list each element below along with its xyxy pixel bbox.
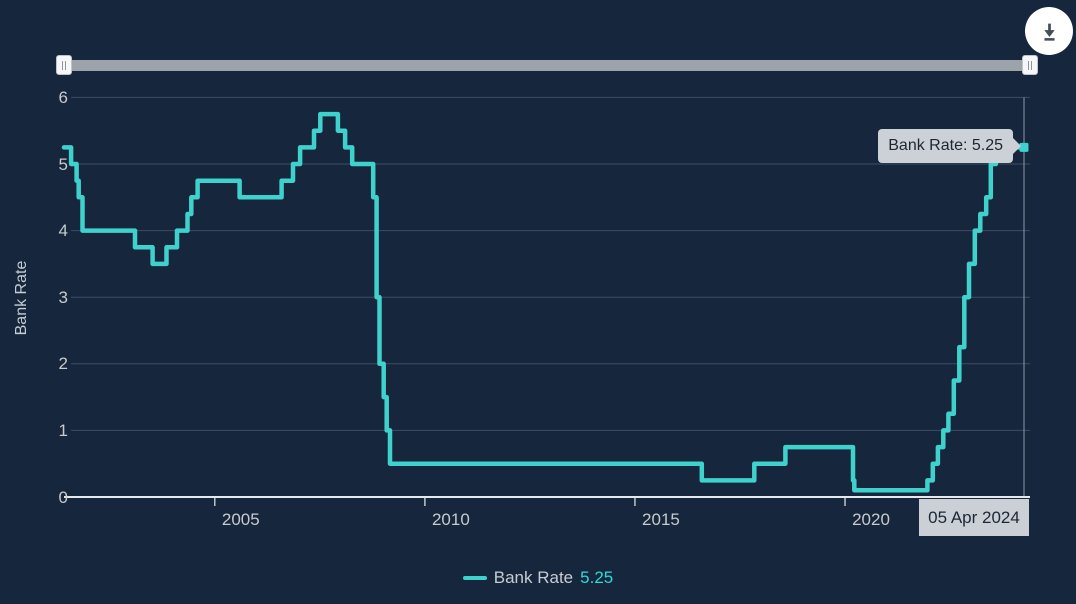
y-tick-label-0: 0 [58, 487, 68, 507]
legend-series-value: 5.25 [580, 568, 614, 587]
tooltip-value: 5.25 [971, 137, 1003, 154]
range-slider-track[interactable] [56, 55, 1038, 75]
tooltip-label: Bank Rate: [888, 137, 968, 154]
download-button[interactable] [1025, 7, 1073, 55]
range-slider-handle-left[interactable] [56, 55, 72, 75]
bank-rate-line[interactable] [61, 111, 1027, 493]
x-tick-label-2005: 2005 [221, 510, 260, 529]
range-slider-handle-right[interactable] [1022, 55, 1038, 75]
y-tick-label-1: 1 [58, 420, 68, 440]
y-tick-label-6: 6 [58, 87, 68, 107]
x-tick-label-2010: 2010 [431, 510, 470, 529]
legend-item-bank-rate[interactable]: Bank Rate 5.25 [0, 565, 1076, 591]
y-tick-label-3: 3 [58, 287, 68, 307]
y-tick-label-4: 4 [58, 221, 68, 241]
last-point-marker[interactable] [1019, 142, 1029, 152]
x-tick-label-2015: 2015 [642, 510, 680, 529]
x-tick-label-2020: 2020 [852, 510, 890, 529]
y-axis-title: Bank Rate [13, 260, 30, 336]
tooltip: Bank Rate: 5.25 [878, 129, 1021, 163]
download-icon [1039, 21, 1060, 42]
y-tick-label-5: 5 [58, 154, 68, 174]
legend-swatch-icon [462, 576, 487, 580]
y-tick-label-2: 2 [58, 354, 68, 374]
legend-series-name: Bank Rate [493, 568, 574, 587]
crosshair-date-label: 05 Apr 2024 [919, 499, 1029, 536]
